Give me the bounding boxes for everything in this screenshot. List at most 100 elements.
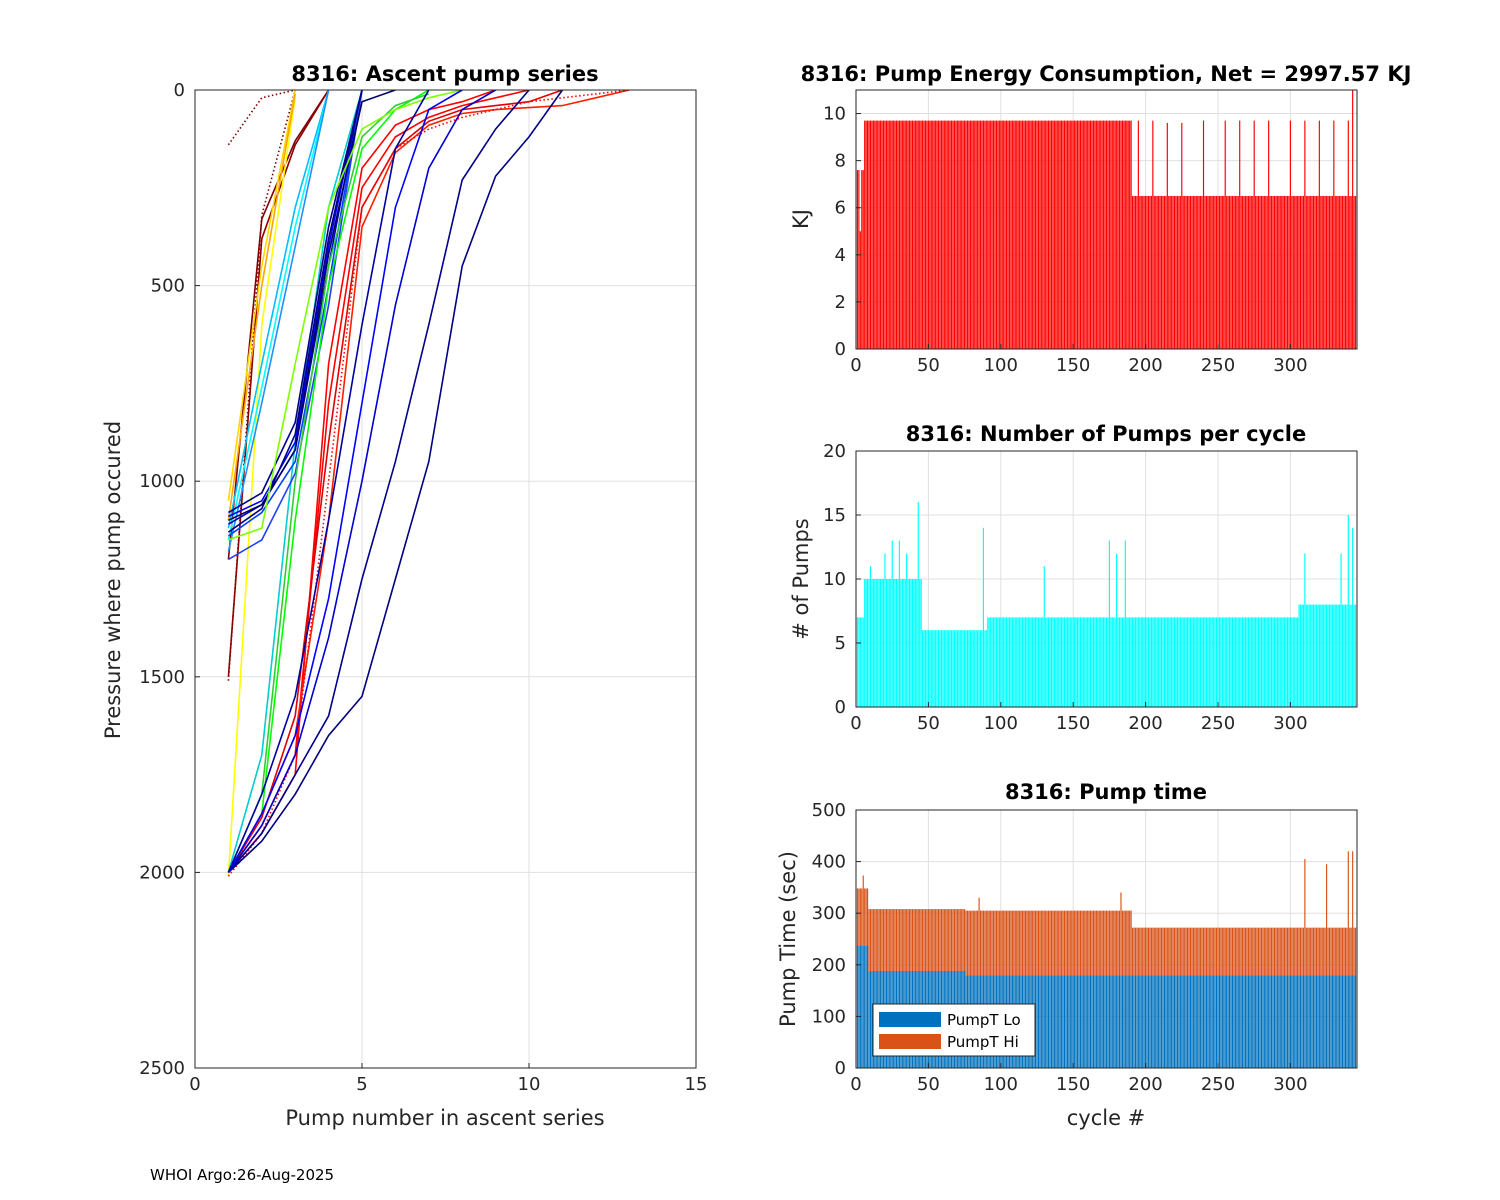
pumptime-hi-bar xyxy=(907,909,909,971)
pumptime-hi-bar xyxy=(1095,910,1097,976)
pumps-bar xyxy=(1113,617,1115,707)
energy-bar xyxy=(1006,120,1008,349)
energy-bar xyxy=(964,120,966,349)
pumps-bar xyxy=(1308,604,1310,707)
pumps-bar xyxy=(1105,617,1108,707)
pumps-bar xyxy=(898,540,901,707)
energy-bar xyxy=(950,120,953,349)
energy-bar xyxy=(1230,195,1232,349)
pumptime-hi-bar xyxy=(878,909,880,971)
pumps-bar xyxy=(900,579,902,707)
energy-bar xyxy=(1352,90,1354,349)
pumptime-hi-bar xyxy=(1286,927,1289,976)
energy-bar xyxy=(898,120,901,349)
pumptime-hi-bar xyxy=(1344,927,1346,976)
pumptime-hi-bar xyxy=(1298,927,1300,976)
pumps-bar xyxy=(1195,617,1197,707)
pumps-bar xyxy=(1284,617,1286,707)
pumps-bar xyxy=(1108,540,1110,707)
pumptime-lo-bar xyxy=(1082,975,1084,1068)
energy-bar xyxy=(1185,195,1187,349)
pumptime-hi-bar xyxy=(1339,927,1341,976)
pumptime-lo-bar xyxy=(1286,975,1289,1068)
pumps-bar xyxy=(920,579,922,707)
pumptime-hi-bar xyxy=(1249,927,1251,976)
pumptime-hi-bar xyxy=(1257,927,1260,976)
pumptime-y-tick-label: 300 xyxy=(812,903,846,924)
pumps-bar xyxy=(1282,617,1284,707)
pumptime-hi-bar xyxy=(1072,910,1074,976)
energy-bar xyxy=(1145,195,1147,349)
pumps-bar xyxy=(1024,617,1026,707)
energy-bar xyxy=(975,120,977,349)
pumptime-lo-bar xyxy=(1333,975,1335,1068)
pumps-bar xyxy=(1094,617,1096,707)
energy-bar xyxy=(1292,195,1294,349)
pumps-bar xyxy=(1046,617,1048,707)
pumptime-hi-bar xyxy=(922,909,924,971)
pumptime-lo-bar xyxy=(1282,975,1284,1068)
ascent-series-line xyxy=(227,90,296,146)
ascent-series-line xyxy=(227,90,363,533)
pumps-bar xyxy=(1207,617,1209,707)
pumptime-lo-bar xyxy=(1153,975,1155,1068)
pumps-bar xyxy=(964,630,966,707)
pumps-bar xyxy=(1146,617,1148,707)
pumptime-lo-bar xyxy=(1131,975,1134,1068)
pumps-bar xyxy=(1001,617,1003,707)
energy-bar xyxy=(1118,120,1121,349)
energy-bar xyxy=(1140,195,1142,349)
energy-bar xyxy=(1239,120,1241,349)
legend-label-pumpt-hi: PumpT Hi xyxy=(947,1033,1019,1051)
pumptime-hi-bar xyxy=(1058,910,1060,976)
energy-bar xyxy=(1071,120,1073,349)
energy-bar xyxy=(1017,120,1019,349)
pumps-bar xyxy=(1003,617,1005,707)
pumps-bar xyxy=(907,579,909,707)
pumptime-hi-bar xyxy=(1046,910,1048,976)
pumptime-lo-bar xyxy=(1353,975,1355,1068)
pumptime-lo-bar xyxy=(1211,975,1213,1068)
pumptime-lo-bar xyxy=(869,970,872,1068)
pumptime-hi-bar xyxy=(923,909,925,971)
pumps-bar xyxy=(1034,617,1037,707)
pumptime-hi-bar xyxy=(1097,910,1099,976)
pumptime-hi-bar xyxy=(1158,927,1160,976)
pumps-bar xyxy=(1059,617,1061,707)
pumptime-lo-bar xyxy=(1221,975,1223,1068)
energy-bar xyxy=(1213,195,1215,349)
energy-bar xyxy=(903,120,905,349)
pumptime-lo-bar xyxy=(1107,975,1109,1068)
pumptime-hi-bar xyxy=(1289,927,1291,976)
pumptime-hi-bar xyxy=(1104,910,1106,976)
energy-bar xyxy=(867,120,869,349)
energy-bar xyxy=(962,120,964,349)
pumps-bar xyxy=(1260,617,1263,707)
pumptime-lo-bar xyxy=(1117,975,1119,1068)
pumps-bar xyxy=(1079,617,1082,707)
pumps-bar xyxy=(861,617,863,707)
energy-bar xyxy=(942,120,944,349)
energy-bar xyxy=(974,120,976,349)
energy-bar xyxy=(926,120,928,349)
pumptime-hi-bar xyxy=(1048,910,1050,976)
energy-bar xyxy=(910,120,912,349)
pumptime-hi-bar xyxy=(995,910,998,976)
pumptime-hi-bar xyxy=(1017,910,1019,976)
pumps-bar xyxy=(1020,617,1022,707)
pumps-bar xyxy=(881,579,883,707)
energy-bar xyxy=(1334,195,1336,349)
pumps-bar xyxy=(932,630,934,707)
energy-y-tick-label: 10 xyxy=(823,104,846,125)
pumptime-lo-bar xyxy=(1352,975,1354,1068)
pumptime-hi-bar xyxy=(1220,927,1222,976)
pumptime-lo-bar xyxy=(1172,975,1174,1068)
pumptime-lo-bar xyxy=(1121,975,1124,1068)
energy-bar xyxy=(888,120,890,349)
pumps-bar xyxy=(955,630,957,707)
pumps-bar xyxy=(1265,617,1267,707)
energy-y-tick-label: 8 xyxy=(835,151,846,172)
pumptime-lo-bar xyxy=(859,945,861,1068)
ascent-series-line xyxy=(227,90,430,873)
pumptime-hi-bar xyxy=(1146,927,1148,976)
